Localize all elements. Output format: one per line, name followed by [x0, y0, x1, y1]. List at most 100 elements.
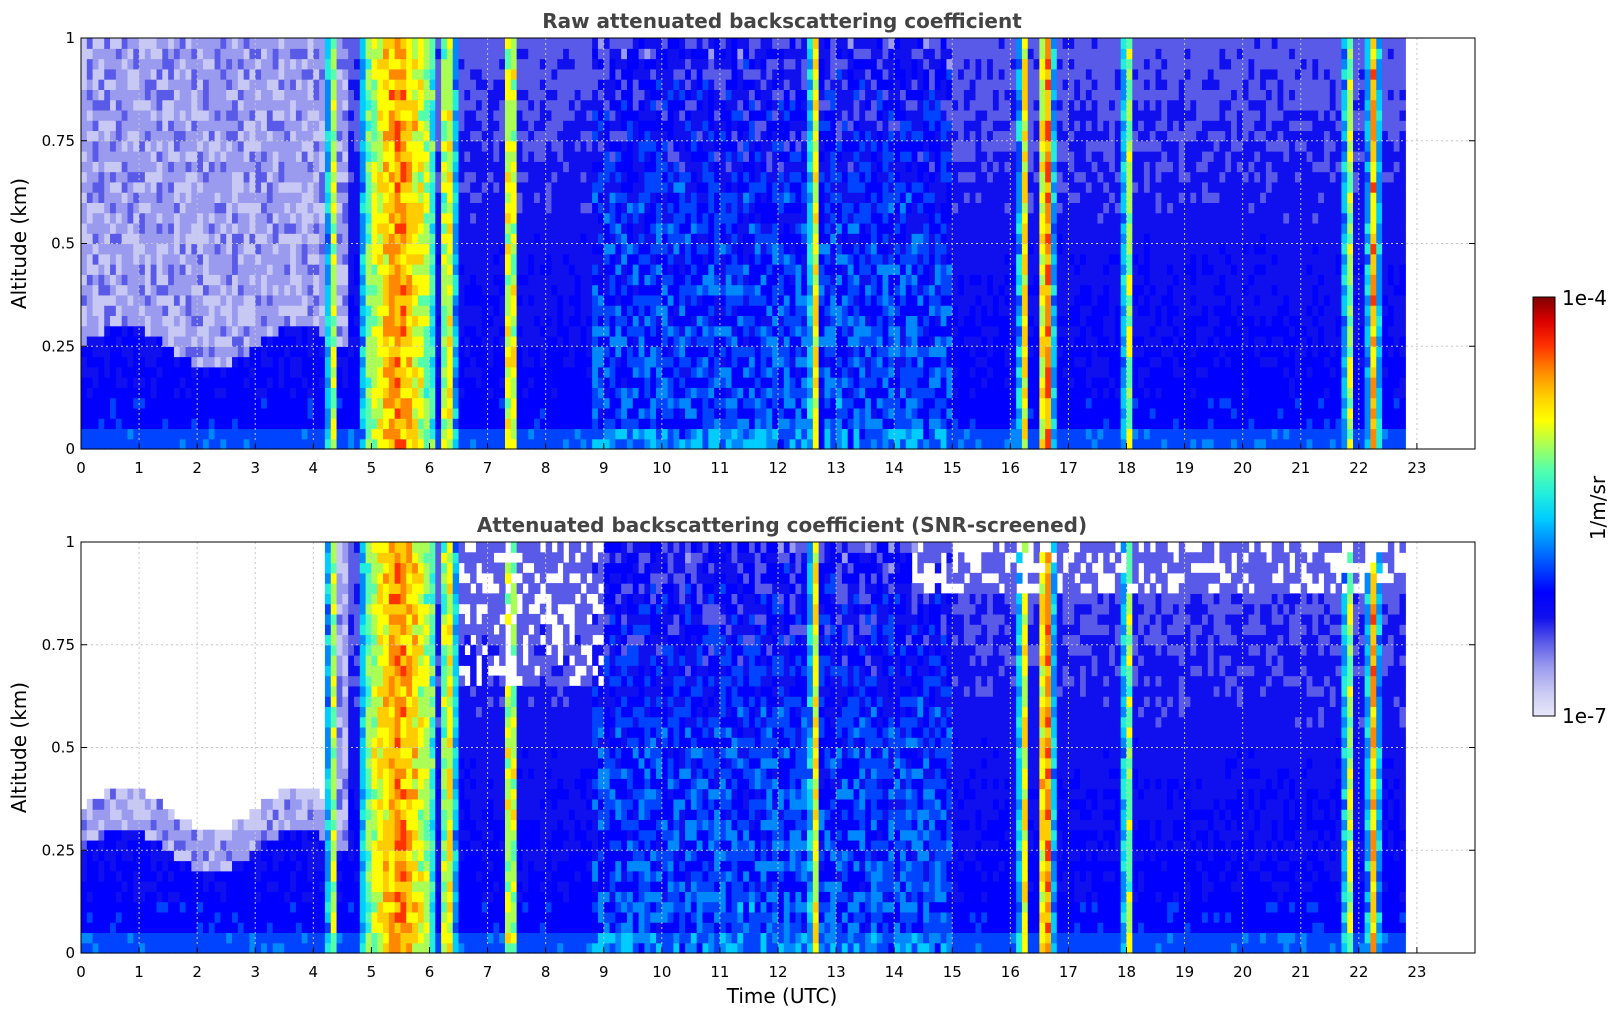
heatmap-cell	[644, 223, 650, 234]
heatmap-cell	[650, 336, 656, 347]
heatmap-cell	[174, 48, 180, 59]
heatmap-cell	[278, 110, 284, 121]
heatmap-cell	[743, 295, 749, 306]
heatmap-cell	[354, 110, 360, 121]
heatmap-cell	[662, 408, 668, 419]
heatmap-cell	[499, 326, 505, 337]
heatmap-cell	[749, 141, 755, 152]
heatmap-cell	[679, 120, 685, 131]
heatmap-cell	[244, 439, 250, 450]
heatmap-cell	[337, 305, 343, 316]
heatmap-cell	[551, 100, 557, 111]
heatmap-cell	[697, 244, 703, 255]
heatmap-cell	[697, 285, 703, 296]
heatmap-cell	[633, 69, 639, 80]
heatmap-cell	[435, 264, 441, 275]
heatmap-cell	[621, 315, 627, 326]
heatmap-cell	[342, 38, 348, 49]
heatmap-cell	[244, 172, 250, 183]
heatmap-cell	[772, 161, 778, 172]
heatmap-cell	[499, 141, 505, 152]
heatmap-cell	[186, 79, 192, 90]
heatmap-cell	[482, 161, 488, 172]
heatmap-cell	[87, 357, 93, 368]
heatmap-cell	[331, 233, 337, 244]
heatmap-cell	[284, 428, 290, 439]
heatmap-cell	[348, 274, 354, 285]
heatmap-cell	[331, 110, 337, 121]
heatmap-cell	[354, 69, 360, 80]
heatmap-cell	[569, 428, 575, 439]
heatmap-cell	[151, 130, 157, 141]
heatmap-cell	[215, 192, 221, 203]
heatmap-cell	[528, 89, 534, 100]
heatmap-cell	[110, 233, 116, 244]
heatmap-cell	[319, 285, 325, 296]
heatmap-cell	[389, 346, 395, 357]
heatmap-cell	[325, 295, 331, 306]
heatmap-cell	[697, 161, 703, 172]
heatmap-cell	[517, 233, 523, 244]
heatmap-cell	[726, 408, 732, 419]
heatmap-cell	[209, 233, 215, 244]
heatmap-cell	[261, 264, 267, 275]
heatmap-cell	[104, 172, 110, 183]
heatmap-cell	[668, 182, 674, 193]
heatmap-cell	[215, 377, 221, 388]
heatmap-cell	[772, 336, 778, 347]
heatmap-cell	[273, 315, 279, 326]
heatmap-cell	[87, 285, 93, 296]
heatmap-cell	[662, 295, 668, 306]
heatmap-cell	[430, 110, 436, 121]
heatmap-cell	[296, 38, 302, 49]
heatmap-cell	[453, 79, 459, 90]
heatmap-cell	[157, 100, 163, 111]
heatmap-cell	[122, 346, 128, 357]
heatmap-cell	[691, 151, 697, 162]
heatmap-cell	[720, 244, 726, 255]
heatmap-cell	[400, 285, 406, 296]
heatmap-cell	[168, 254, 174, 265]
heatmap-cell	[342, 59, 348, 70]
heatmap-cell	[476, 120, 482, 131]
heatmap-cell	[563, 233, 569, 244]
heatmap-cell	[331, 274, 337, 285]
heatmap-cell	[104, 182, 110, 193]
heatmap-cell	[267, 233, 273, 244]
heatmap-cell	[180, 161, 186, 172]
heatmap-cell	[615, 418, 621, 429]
heatmap-cell	[389, 285, 395, 296]
heatmap-cell	[650, 254, 656, 265]
heatmap-cell	[610, 151, 616, 162]
heatmap-cell	[360, 69, 366, 80]
heatmap-cell	[98, 398, 104, 409]
heatmap-cell	[517, 79, 523, 90]
heatmap-cell	[749, 244, 755, 255]
heatmap-cell	[360, 141, 366, 152]
heatmap-cell	[302, 428, 308, 439]
heatmap-cell	[168, 357, 174, 368]
heatmap-cell	[267, 120, 273, 131]
heatmap-cell	[488, 387, 494, 398]
heatmap-cell	[215, 254, 221, 265]
heatmap-cell	[98, 254, 104, 265]
heatmap-cell	[87, 336, 93, 347]
heatmap-cell	[708, 182, 714, 193]
heatmap-cell	[284, 336, 290, 347]
heatmap-cell	[284, 439, 290, 450]
heatmap-cell	[238, 130, 244, 141]
heatmap-cell	[197, 151, 203, 162]
heatmap-cell	[644, 387, 650, 398]
heatmap-cell	[493, 161, 499, 172]
heatmap-cell	[650, 151, 656, 162]
heatmap-cell	[505, 89, 511, 100]
heatmap-cell	[255, 141, 261, 152]
heatmap-cell	[203, 357, 209, 368]
heatmap-cell	[633, 192, 639, 203]
heatmap-cell	[302, 110, 308, 121]
heatmap-cell	[633, 213, 639, 224]
heatmap-cell	[511, 244, 517, 255]
heatmap-cell	[203, 244, 209, 255]
heatmap-cell	[255, 172, 261, 183]
heatmap-cell	[151, 295, 157, 306]
